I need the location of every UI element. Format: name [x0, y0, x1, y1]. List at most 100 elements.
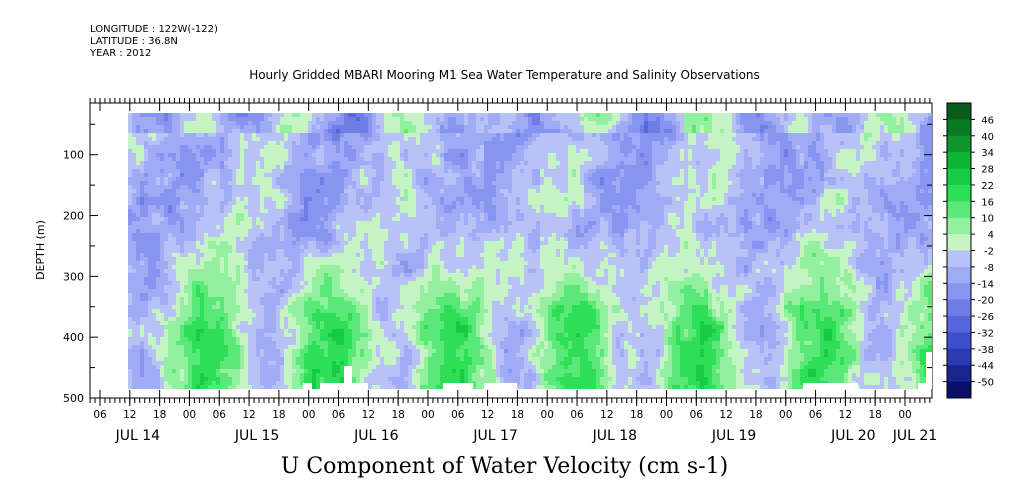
heatmap-cell — [304, 113, 309, 118]
heatmap-cell — [388, 165, 393, 170]
heatmap-cell — [368, 133, 373, 138]
heatmap-cell — [148, 145, 153, 150]
heatmap-cell — [380, 349, 385, 354]
heatmap-cell — [160, 269, 165, 274]
heatmap-cell — [360, 301, 365, 306]
heatmap-cell — [212, 373, 217, 378]
heatmap-cell — [356, 173, 361, 178]
heatmap-cell — [384, 117, 389, 122]
heatmap-cell — [220, 201, 225, 206]
heatmap-cell — [268, 309, 273, 314]
heatmap-cell — [212, 281, 217, 286]
heatmap-cell — [396, 345, 401, 350]
heatmap-cell — [252, 361, 257, 366]
heatmap-cell — [148, 229, 153, 234]
heatmap-cell — [336, 365, 341, 370]
heatmap-cell — [204, 193, 209, 198]
heatmap-cell — [300, 301, 305, 306]
heatmap-cell — [380, 309, 385, 314]
heatmap-cell — [136, 377, 141, 382]
heatmap-cell — [324, 293, 329, 298]
heatmap-cell — [296, 113, 301, 118]
heatmap-cell — [236, 209, 241, 214]
heatmap-cell — [172, 321, 177, 326]
heatmap-cell — [152, 313, 157, 318]
heatmap-cell — [296, 377, 301, 382]
heatmap-cell — [324, 157, 329, 162]
heatmap-cell — [404, 113, 409, 118]
heatmap-cell — [400, 145, 405, 150]
heatmap-cell — [212, 277, 217, 282]
heatmap-cell — [264, 281, 269, 286]
heatmap-cell — [228, 133, 233, 138]
heatmap-cell — [396, 189, 401, 194]
heatmap-cell — [188, 121, 193, 126]
heatmap-cell — [308, 329, 313, 334]
heatmap-cell — [204, 349, 209, 354]
heatmap-cell — [172, 317, 177, 322]
heatmap-cell — [128, 309, 133, 314]
heatmap-cell — [356, 341, 361, 346]
heatmap-cell — [348, 153, 353, 158]
heatmap-cell — [308, 137, 313, 142]
heatmap-cell — [164, 237, 169, 242]
heatmap-cell — [228, 157, 233, 162]
heatmap-cell — [160, 213, 165, 218]
heatmap-cell — [140, 377, 145, 382]
heatmap-cell — [348, 249, 353, 254]
heatmap-cell — [188, 185, 193, 190]
heatmap-cell — [192, 269, 197, 274]
heatmap-cell — [268, 353, 273, 358]
heatmap-cell — [268, 385, 273, 389]
heatmap-cell — [248, 193, 253, 198]
heatmap-cell — [268, 333, 273, 338]
heatmap-cell — [252, 301, 257, 306]
heatmap-cell — [356, 209, 361, 214]
heatmap-cell — [324, 197, 329, 202]
heatmap-cell — [336, 249, 341, 254]
heatmap-cell — [396, 217, 401, 222]
heatmap-cell — [348, 269, 353, 274]
heatmap-cell — [224, 325, 229, 330]
heatmap-cell — [348, 353, 353, 358]
heatmap-cell — [232, 209, 237, 214]
heatmap-cell — [148, 369, 153, 374]
heatmap-cell — [388, 309, 393, 314]
heatmap-cell — [220, 225, 225, 230]
heatmap-cell — [300, 357, 305, 362]
heatmap-cell — [328, 225, 333, 230]
heatmap-cell — [252, 225, 257, 230]
heatmap-cell — [244, 353, 249, 358]
heatmap-cell — [372, 365, 377, 370]
heatmap-cell — [372, 173, 377, 178]
heatmap-cell — [292, 309, 297, 314]
heatmap-cell — [168, 385, 173, 389]
heatmap-cell — [276, 205, 281, 210]
heatmap-cell — [320, 153, 325, 158]
heatmap-cell — [296, 357, 301, 362]
heatmap-cell — [328, 353, 333, 358]
heatmap-cell — [312, 289, 317, 294]
heatmap-cell — [220, 329, 225, 334]
heatmap-cell — [132, 281, 137, 286]
heatmap-cell — [192, 201, 197, 206]
heatmap-cell — [288, 357, 293, 362]
heatmap-cell — [220, 197, 225, 202]
heatmap-cell — [188, 213, 193, 218]
heatmap-cell — [384, 321, 389, 326]
heatmap-cell — [264, 325, 269, 330]
heatmap-cell — [292, 209, 297, 214]
heatmap-cell — [232, 281, 237, 286]
heatmap-cell — [308, 377, 313, 382]
heatmap-cell — [340, 177, 345, 182]
heatmap-cell — [300, 377, 305, 382]
heatmap-cell — [408, 377, 413, 382]
heatmap-cell — [244, 317, 249, 322]
heatmap-cell — [236, 233, 241, 238]
heatmap-cell — [220, 309, 225, 314]
heatmap-cell — [312, 225, 317, 230]
heatmap-cell — [232, 305, 237, 310]
heatmap-cell — [156, 181, 161, 186]
heatmap-cell — [252, 373, 257, 378]
heatmap-cell — [272, 289, 277, 294]
